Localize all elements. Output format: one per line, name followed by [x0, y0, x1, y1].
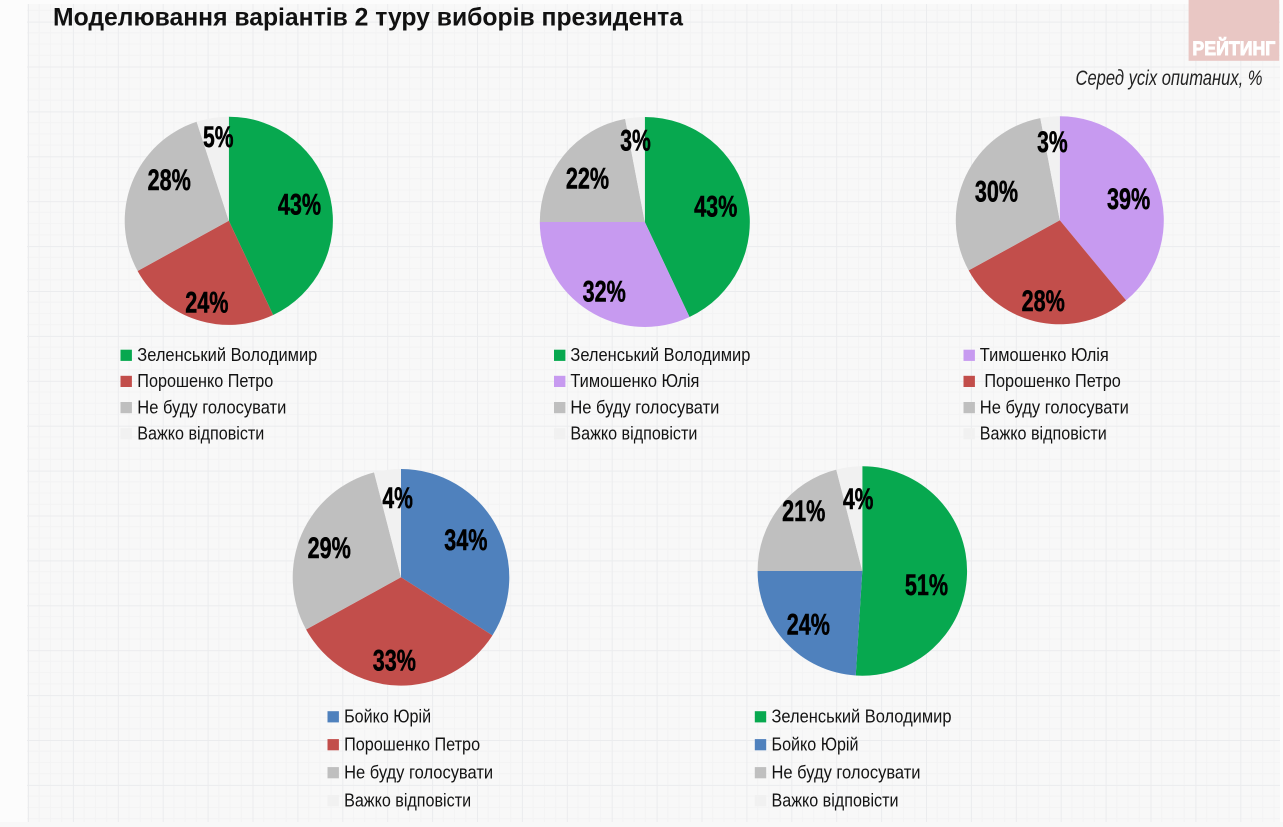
svg-text:22%: 22%: [566, 163, 609, 196]
svg-text:Порошенко Петро: Порошенко Петро: [980, 371, 1121, 391]
svg-text:Важко відповісти: Важко відповісти: [980, 423, 1107, 443]
svg-text:Не буду голосувати: Не буду голосувати: [980, 397, 1129, 417]
svg-text:Зеленський Володимир: Зеленський Володимир: [570, 345, 750, 365]
svg-text:33%: 33%: [373, 644, 416, 677]
svg-text:39%: 39%: [1107, 183, 1150, 216]
svg-text:21%: 21%: [782, 495, 825, 528]
svg-text:5%: 5%: [203, 121, 234, 154]
svg-text:51%: 51%: [905, 569, 948, 602]
svg-text:43%: 43%: [278, 188, 321, 221]
svg-text:Важко відповісти: Важко відповісти: [772, 790, 899, 810]
svg-text:Бойко Юрій: Бойко Юрій: [772, 734, 859, 754]
svg-text:24%: 24%: [185, 286, 228, 319]
svg-text:Не буду голосувати: Не буду голосувати: [344, 762, 493, 782]
svg-text:Зеленський Володимир: Зеленський Володимир: [772, 707, 952, 727]
svg-text:Не буду голосувати: Не буду голосувати: [772, 762, 921, 782]
svg-text:Порошенко Петро: Порошенко Петро: [344, 734, 480, 754]
svg-text:Зеленський Володимир: Зеленський Володимир: [137, 345, 317, 365]
svg-text:3%: 3%: [1037, 126, 1068, 159]
svg-text:Важко відповісти: Важко відповісти: [570, 423, 697, 443]
svg-text:Важко відповісти: Важко відповісти: [344, 790, 471, 810]
svg-text:34%: 34%: [444, 524, 487, 557]
svg-text:32%: 32%: [583, 276, 626, 309]
svg-text:Порошенко Петро: Порошенко Петро: [137, 371, 273, 391]
svg-text:28%: 28%: [1022, 285, 1065, 318]
svg-text:РЕЙТИНГ: РЕЙТИНГ: [1192, 38, 1275, 60]
svg-text:4%: 4%: [843, 483, 874, 516]
svg-text:Не буду голосувати: Не буду голосувати: [137, 397, 286, 417]
svg-text:30%: 30%: [975, 175, 1018, 208]
svg-text:Важко відповісти: Важко відповісти: [137, 423, 264, 443]
svg-text:29%: 29%: [308, 532, 351, 565]
svg-text:28%: 28%: [148, 164, 191, 197]
svg-text:Тимошенко Юлія: Тимошенко Юлія: [980, 345, 1109, 365]
svg-text:Тимошенко Юлія: Тимошенко Юлія: [570, 371, 699, 391]
svg-text:Не буду голосувати: Не буду голосувати: [570, 397, 719, 417]
svg-text:Бойко Юрій: Бойко Юрій: [344, 707, 431, 727]
svg-text:Серед усіх опитаних, %: Серед усіх опитаних, %: [1076, 67, 1263, 90]
svg-text:Моделювання варіантів 2 туру в: Моделювання варіантів 2 туру виборів пре…: [53, 4, 684, 32]
svg-text:43%: 43%: [694, 190, 737, 223]
svg-text:24%: 24%: [787, 609, 830, 642]
svg-text:4%: 4%: [382, 482, 413, 515]
svg-text:3%: 3%: [620, 125, 651, 158]
